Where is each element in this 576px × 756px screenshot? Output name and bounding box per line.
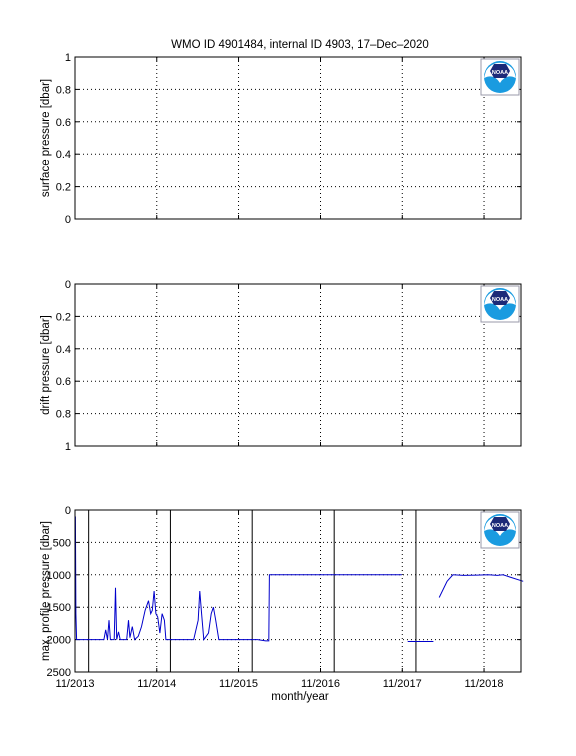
logo-text: NOAA [492,523,508,529]
y-tick-label: 0.2 [56,311,71,323]
logo-emblem [490,517,510,531]
logo-text: NOAA [492,70,508,76]
y-axis-label: drift pressure [dbar] [40,315,52,415]
y-tick-label: 1000 [47,570,71,582]
y-tick-label: 0.6 [56,117,71,129]
chart-panel-1: 0 0.2 0.4 0.6 0.8 1 surface pressure [dbar] NOA… [40,52,522,226]
x-tick-label: 11/2014 [137,678,176,690]
pressure-series-line [438,574,524,598]
y-tick-label: 0.6 [56,376,71,388]
y-tick-label: 0.4 [56,149,71,161]
plot-frame [74,283,522,447]
x-axis-label: month/year [271,691,329,703]
figure-title: WMO ID 4901484, internal ID 4903, 17–Dec… [171,39,429,51]
y-axis-label: surface pressure [dbar] [40,79,52,197]
y-tick-label: 0.4 [56,344,71,356]
y-tick-label: 1500 [47,602,71,614]
y-tick-label: 2500 [47,667,71,679]
y-axis-label: max. profile pressure [dbar] [40,521,52,661]
y-tick-label: 0 [65,214,71,226]
y-tick-label: 1 [65,52,71,64]
noaa-logo: NOAA [480,511,520,549]
noaa-logo: NOAA [480,285,520,323]
logo-emblem [490,291,510,305]
logo-emblem [490,64,510,78]
y-tick-label: 1 [65,441,71,453]
noaa-logo: NOAA [480,58,520,96]
plot-frame [74,56,522,220]
plot-frame [74,509,522,673]
logo-text: NOAA [492,297,508,303]
x-tick-label: 11/2013 [56,678,95,690]
y-tick-label: 0.2 [56,182,71,194]
y-tick-label: 0.8 [56,409,71,421]
x-tick-label: 11/2017 [383,678,422,690]
x-tick-label: 11/2018 [465,678,504,690]
y-tick-label: 0 [65,505,71,517]
y-tick-label: 500 [53,537,71,549]
y-tick-label: 2000 [47,635,71,647]
x-tick-label: 11/2016 [301,678,340,690]
y-tick-label: 0.8 [56,84,71,96]
pressure-series-line [74,516,402,642]
chart-panel-2: 0 0.2 0.4 0.6 0.8 1 drift pressure [dbar] NOAA [40,279,522,453]
x-tick-label: 11/2015 [219,678,258,690]
y-tick-label: 0 [65,279,71,291]
